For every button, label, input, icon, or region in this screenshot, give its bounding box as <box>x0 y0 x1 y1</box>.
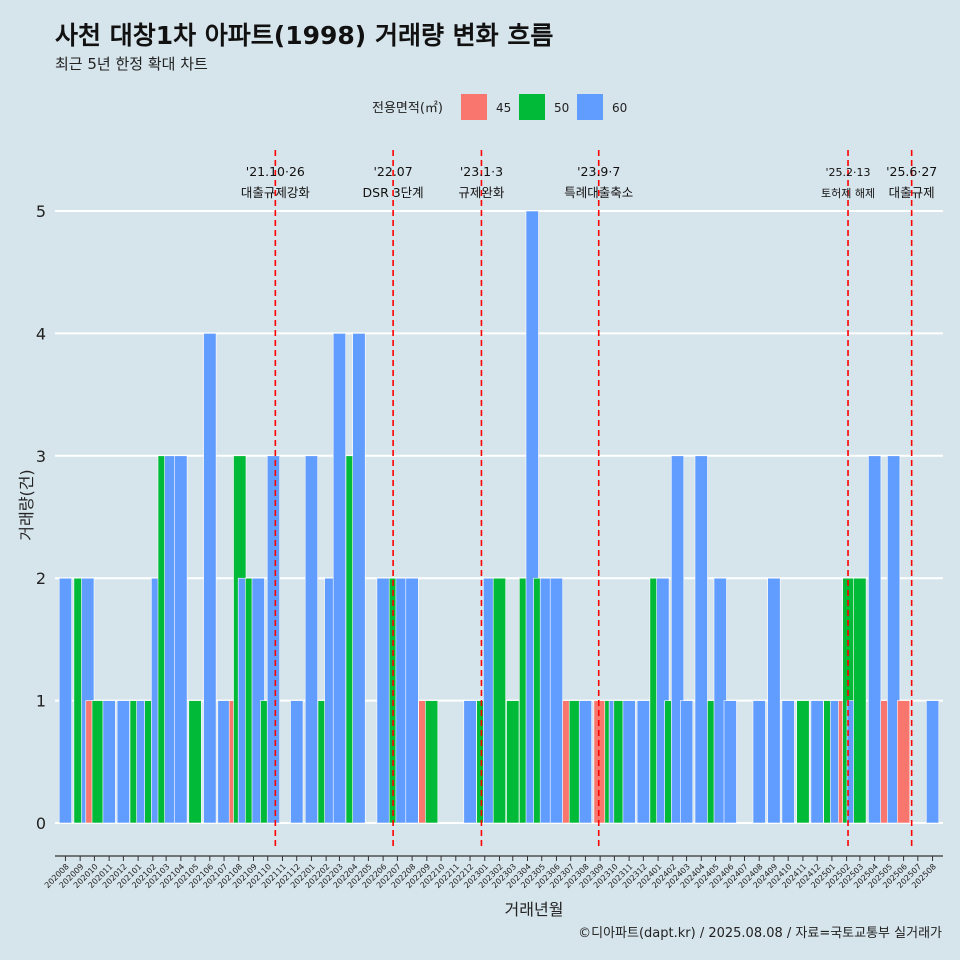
bar-202112-60 <box>290 700 304 824</box>
bar-202008-60 <box>58 577 73 824</box>
bar-202106-60 <box>203 333 217 824</box>
bar-202406-60 <box>723 700 737 824</box>
legend: 전용면적(㎡) 45 50 60 <box>372 94 627 120</box>
bar-202110-60 <box>266 455 281 824</box>
event-name-label: 대출규제강화 <box>241 185 311 200</box>
chart-title: 사천 대창1차 아파트(1998) 거래량 변화 흐름 <box>55 21 554 50</box>
y-axis-label: 거래량(건) <box>17 469 36 540</box>
legend-swatch-60 <box>577 94 603 120</box>
event-date-label: '22.07 <box>373 164 412 179</box>
bar-202403-60 <box>679 700 694 824</box>
event-name-label: 토허제 해제 <box>821 186 875 200</box>
bar-202412-60 <box>810 700 824 824</box>
event-name-label: 규제완화 <box>458 185 505 200</box>
bar-202312-60 <box>636 700 650 824</box>
bars <box>58 210 940 824</box>
bar-202107-60 <box>217 700 231 824</box>
bar-202208-60 <box>405 577 419 824</box>
source-caption: ©디아파트(dapt.kr) / 2025.08.08 / 자료=국토교통부 실… <box>578 926 942 941</box>
bar-202012-60 <box>116 700 130 824</box>
legend-swatch-50 <box>519 94 545 120</box>
y-tick-label: 2 <box>36 569 46 588</box>
chart-subtitle: 최근 5년 한정 확대 차트 <box>55 55 208 73</box>
bar-202306-60 <box>549 577 564 824</box>
bar-202411-50 <box>796 700 810 824</box>
legend-label-60: 60 <box>612 101 627 115</box>
legend-label-45: 45 <box>496 101 511 115</box>
bar-202209-50 <box>424 700 439 824</box>
bar-202011-60 <box>102 700 116 824</box>
bar-202408-60 <box>752 700 766 824</box>
event-date-label: '25.2·13 <box>826 166 871 179</box>
bar-202506-45 <box>896 700 911 824</box>
bar-202201-60 <box>304 455 319 824</box>
bar-202212-60 <box>463 700 477 824</box>
legend-title: 전용면적(㎡) <box>372 101 443 116</box>
y-tick-label: 3 <box>36 447 46 466</box>
y-tick-label: 4 <box>36 324 46 343</box>
bar-202503-50 <box>853 577 867 824</box>
bar-202409-60 <box>767 577 781 824</box>
bar-202410-60 <box>781 700 795 824</box>
event-name-label: 특례대출축소 <box>564 185 633 200</box>
bar-202206-60 <box>376 577 390 824</box>
bar-202308-60 <box>578 700 593 824</box>
bar-202404-60 <box>694 455 708 824</box>
event-name-label: DSR 3단계 <box>363 185 424 200</box>
bar-202302-50 <box>492 577 507 824</box>
bar-202203-60 <box>332 333 347 824</box>
legend-label-50: 50 <box>554 101 569 115</box>
y-tick-label: 5 <box>36 202 46 221</box>
event-date-label: '23.1·3 <box>460 164 503 179</box>
event-date-label: '23.9·7 <box>577 164 620 179</box>
bar-202505-60 <box>887 455 901 824</box>
y-axis: 0 1 2 3 4 5 <box>36 202 46 833</box>
event-date-label: '25.6·27 <box>886 164 937 179</box>
event-name-label: 대출규제 <box>889 185 935 200</box>
bar-202311-60 <box>622 700 636 824</box>
bar-202303-50 <box>506 700 520 824</box>
bar-202204-60 <box>352 333 366 824</box>
event-lines: '21.10·26 대출규제강화 '22.07 DSR 3단계 '23.1·3 규제완화 '… <box>241 150 937 850</box>
y-tick-label: 1 <box>36 692 46 711</box>
bar-202508-60 <box>925 700 940 824</box>
event-date-label: '21.10·26 <box>246 164 305 179</box>
bar-202504-60 <box>868 455 882 824</box>
x-axis-label: 거래년월 <box>505 900 564 919</box>
bar-202105-50 <box>188 700 202 824</box>
bar-202104-60 <box>174 455 188 824</box>
legend-swatch-45 <box>461 94 487 120</box>
x-axis: 2020082020092020102020112020122021012021… <box>43 855 943 890</box>
y-tick-label: 0 <box>36 814 46 833</box>
